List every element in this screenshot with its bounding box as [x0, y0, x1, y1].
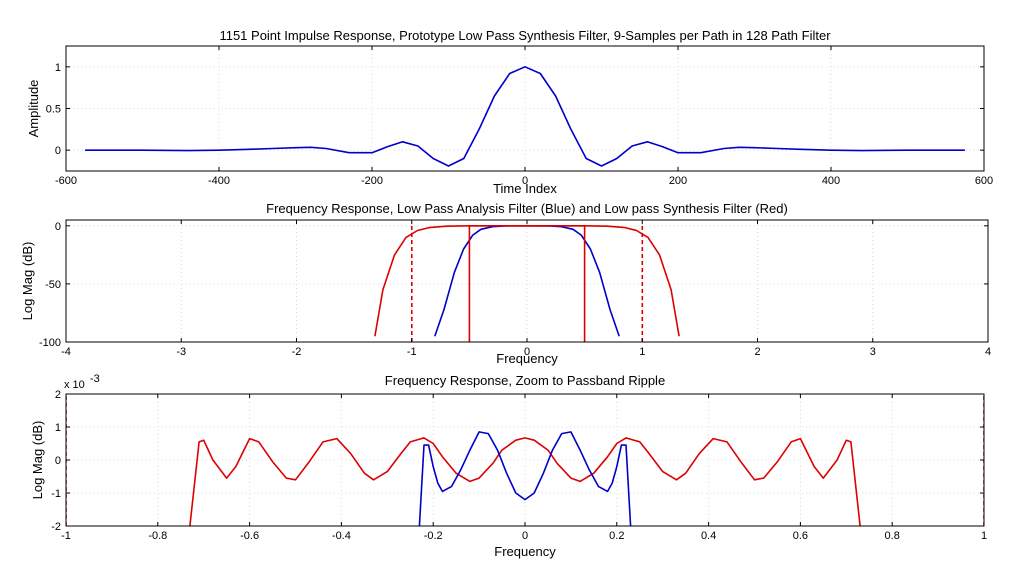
x-tick-label: -1 [61, 530, 71, 542]
x-tick-label: 3 [870, 346, 876, 358]
y-tick-label: 0.5 [46, 104, 61, 116]
x-tick-label: 2 [754, 346, 760, 358]
y-tick-label: 0 [55, 221, 61, 233]
y-tick-label: 1 [55, 62, 61, 74]
x-tick-label: 0.6 [793, 530, 808, 542]
chart-title: Frequency Response, Zoom to Passband Rip… [385, 373, 665, 388]
chart-title: Frequency Response, Low Pass Analysis Fi… [266, 201, 788, 216]
x-axis-label: Time Index [493, 181, 557, 196]
x-tick-label: -0.8 [148, 530, 167, 542]
x-tick-label: -0.4 [332, 530, 351, 542]
x-tick-label: 1 [639, 346, 645, 358]
chart-title: 1151 Point Impulse Response, Prototype L… [219, 28, 831, 43]
y-tick-label: -100 [39, 337, 61, 349]
x-tick-label: -4 [61, 346, 71, 358]
x-tick-label: 400 [822, 175, 840, 187]
y-tick-label: 0 [55, 455, 61, 467]
chart-impulse: -600 -400 -200 0 200 400 600 0 0.5 1 1151 Point Im… [26, 28, 993, 196]
y-exponent-power: -3 [90, 373, 100, 385]
x-tick-label: -0.6 [240, 530, 259, 542]
y-tick-label: -50 [45, 279, 61, 291]
x-tick-label: 0.8 [885, 530, 900, 542]
x-tick-label: -1 [407, 346, 417, 358]
x-tick-label: 0 [522, 175, 528, 187]
chart-freq: -4 -3 -2 -1 0 1 2 3 4 -100 -50 0 Frequency Response,… [20, 201, 991, 366]
series-line-1 [189, 437, 861, 526]
series-line-1 [85, 66, 965, 167]
y-tick-label: 1 [55, 422, 61, 434]
y-axis-label: Log Mag (dB) [20, 242, 35, 321]
y-exponent-label: x 10 [64, 379, 85, 391]
y-tick-label: -1 [51, 488, 61, 500]
x-tick-label: 0.4 [701, 530, 716, 542]
y-axis-label: Amplitude [26, 80, 41, 138]
y-axis-label: Log Mag (dB) [30, 421, 45, 500]
x-tick-label: -0.2 [424, 530, 443, 542]
y-tick-label: -2 [51, 521, 61, 533]
x-tick-label: -200 [361, 175, 383, 187]
x-tick-label: -3 [176, 346, 186, 358]
chart-ripple: -1 -0.8 -0.6 -0.4 -0.2 0 0.2 0.4 0.6 0.8 1-2-1012x… [30, 373, 987, 559]
x-tick-label: -2 [292, 346, 302, 358]
x-tick-label: 600 [975, 175, 993, 187]
y-tick-label: 2 [55, 389, 61, 401]
series-line-2 [418, 431, 632, 526]
y-tick-label: 0 [55, 145, 61, 157]
series-line-3 [468, 225, 586, 342]
x-tick-label: -600 [55, 175, 77, 187]
x-tick-label: 0.2 [609, 530, 624, 542]
x-axis-label: Frequency [494, 544, 556, 559]
x-axis-label: Frequency [496, 351, 558, 366]
x-tick-label: 200 [669, 175, 687, 187]
x-tick-label: 1 [981, 530, 987, 542]
x-tick-label: 4 [985, 346, 991, 358]
x-tick-label: 0 [522, 530, 528, 542]
x-tick-label: -400 [208, 175, 230, 187]
x-tick-label: 0 [524, 346, 530, 358]
